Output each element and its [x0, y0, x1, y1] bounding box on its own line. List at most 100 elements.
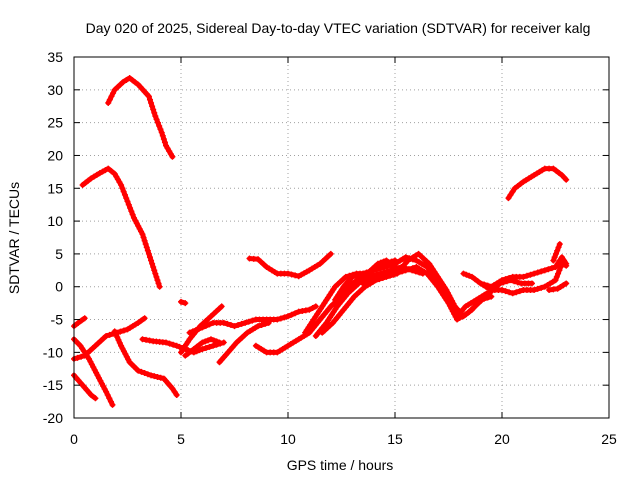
data-point [106, 331, 113, 338]
data-point [74, 354, 81, 361]
series-track-6 [71, 315, 148, 362]
data-point [377, 265, 384, 272]
data-point [202, 338, 209, 345]
data-point [206, 321, 213, 328]
data-point [402, 267, 409, 274]
data-point [103, 332, 110, 339]
data-point [563, 260, 570, 267]
data-point [277, 315, 284, 322]
data-point [106, 96, 113, 103]
data-point [159, 132, 166, 139]
y-tick-label: 25 [47, 115, 63, 131]
data-point [105, 99, 112, 106]
data-point [81, 315, 88, 322]
data-point [199, 346, 206, 353]
data-point [516, 288, 523, 295]
data-point [169, 385, 176, 392]
x-tick-label: 15 [387, 431, 403, 447]
data-point [552, 277, 559, 284]
data-point [153, 116, 160, 123]
data-point [210, 337, 217, 344]
y-tick-labels: -20 -15 -10 -5 0 5 10 15 20 25 30 35 [43, 49, 63, 426]
data-point [477, 280, 484, 287]
data-point [139, 336, 146, 343]
data-point [157, 374, 164, 381]
data-point [216, 339, 223, 346]
series-track-24 [550, 241, 563, 264]
data-point [556, 267, 563, 274]
data-point [402, 254, 409, 261]
data-point [520, 273, 527, 280]
data-point [78, 353, 85, 360]
data-point [312, 303, 319, 310]
data-point [151, 267, 158, 274]
y-axis-label: SDTVAR / TECUs [6, 182, 22, 294]
data-point [111, 328, 118, 335]
data-point [157, 126, 164, 133]
y-tick-label: -5 [51, 312, 64, 328]
data-point [156, 283, 163, 290]
data-point [367, 268, 374, 275]
data-point [92, 395, 99, 402]
data-point [139, 231, 146, 238]
data-point [555, 270, 562, 277]
data-point [295, 308, 302, 315]
data-point [152, 270, 159, 277]
x-axis-label: GPS time / hours [287, 457, 394, 473]
data-point [88, 392, 95, 399]
data-point [506, 274, 513, 281]
data-point [514, 279, 521, 286]
data-point [552, 250, 559, 257]
x-tick-labels: 0 5 10 15 20 25 [70, 431, 617, 447]
data-point [125, 201, 132, 208]
data-point [384, 272, 391, 279]
data-point [118, 181, 125, 188]
data-point [327, 250, 334, 257]
series-track-20 [359, 264, 535, 323]
series-line [217, 320, 272, 365]
data-point [186, 329, 193, 336]
x-tick-label: 0 [70, 431, 78, 447]
data-point [156, 122, 163, 129]
data-point [509, 290, 516, 297]
data-point [120, 327, 127, 334]
series-track-7 [111, 328, 180, 399]
series-track-4 [71, 336, 116, 408]
data-point [127, 204, 134, 211]
data-point [551, 254, 558, 261]
data-point [550, 286, 557, 293]
x-tick-label: 5 [177, 431, 185, 447]
data-point [506, 289, 513, 296]
data-point [406, 266, 413, 273]
series-track-12 [182, 336, 223, 359]
data-point [262, 320, 269, 327]
data-point [561, 257, 568, 264]
grid [74, 57, 609, 418]
x-tick-label: 20 [494, 431, 510, 447]
data-point [182, 300, 189, 307]
data-point [103, 388, 110, 395]
y-tick-label: 15 [47, 180, 63, 196]
data-point [249, 317, 256, 324]
data-point [242, 319, 249, 326]
data-point [151, 109, 158, 116]
data-point [285, 313, 291, 320]
data-point [406, 255, 413, 262]
data-point [148, 372, 155, 379]
series-track-14 [246, 250, 334, 280]
data-point [388, 271, 395, 278]
data-point [531, 270, 538, 277]
data-point [309, 305, 316, 312]
series-track-2 [79, 165, 163, 290]
data-point [189, 328, 196, 335]
data-point [548, 265, 555, 272]
data-point [377, 259, 384, 266]
y-tick-label: 10 [47, 213, 63, 229]
data-point [288, 271, 295, 278]
series-track-5 [71, 372, 99, 402]
data-point [231, 323, 238, 330]
data-point [363, 269, 370, 276]
y-tick-label: 35 [47, 49, 63, 65]
data-point [199, 339, 206, 346]
data-point [150, 264, 157, 271]
